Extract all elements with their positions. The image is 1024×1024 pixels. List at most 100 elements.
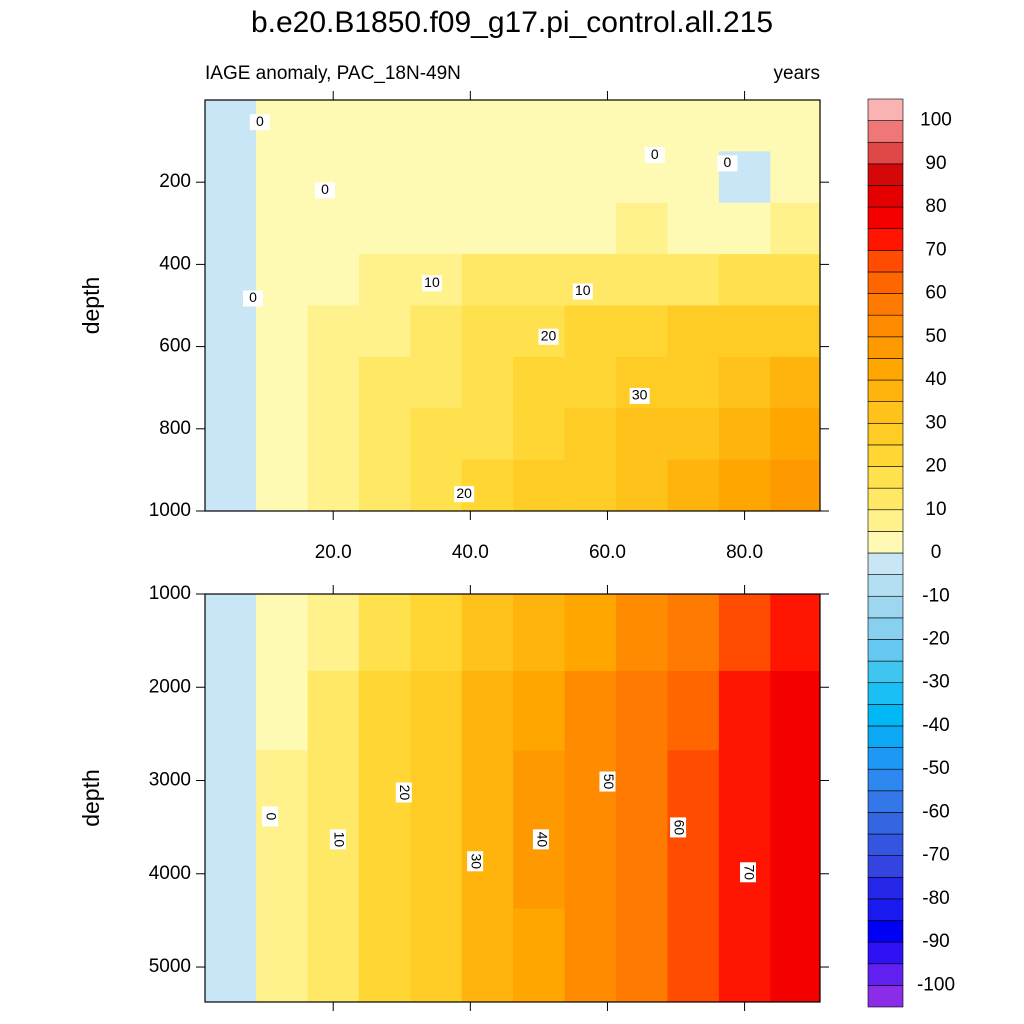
contour-label-bg [242,290,263,307]
field-cell [461,151,514,204]
colorbar-label: -60 [922,801,949,822]
field-cell [770,459,821,512]
field-cell [358,408,411,461]
field-cell [718,356,771,409]
field-cell [667,100,720,152]
field-cell [770,670,821,751]
contour-label: 30 [467,851,484,872]
contour-label-bg [644,147,665,164]
field-cell [616,750,668,830]
colorbar-box [867,704,904,727]
contour-label: 0 [242,289,263,307]
field-cell [770,254,821,306]
field-cell [461,908,514,1003]
field-cell [205,459,257,512]
field-cell [410,829,463,910]
field-cell [307,356,360,409]
field-cell [513,100,566,152]
contour-label-bg [249,114,270,131]
colorbar-box [867,163,904,186]
colorbar-label: -50 [922,758,949,779]
field-cell [410,202,463,255]
contour-label: 50 [599,771,617,792]
colorbar-box [867,552,904,575]
field-cell [718,670,771,751]
colorbar-box [867,768,904,792]
field-cell [718,750,771,830]
field-cell [718,459,771,512]
field-cell [513,594,566,672]
y-tick-label: 200 [159,171,191,192]
contour-label-bg [532,829,549,850]
x-tick-label: 20.0 [315,542,352,563]
contour-label-text: 0 [321,181,329,197]
field-cell [770,202,821,255]
field-cell [616,408,668,461]
colorbar-box [867,531,904,554]
field-cell [564,305,617,358]
x-tick-label: 40.0 [452,542,489,563]
field-cell [718,305,771,358]
field-cell [718,254,771,306]
y-tick-label: 4000 [149,863,191,884]
contour-label-text: 0 [651,146,659,162]
field-cell [513,750,566,830]
colorbar-box [867,682,904,705]
contour-label-bg [314,182,335,199]
field-cell [307,670,360,751]
x-tick-label: 60.0 [589,542,626,563]
field-cell [410,750,463,830]
field-cell [358,670,411,751]
field-cell [667,908,720,1003]
field-cell [513,408,566,461]
field-cell [564,356,617,409]
field-cell [461,202,514,255]
field-cell [770,908,821,1003]
field-cell [770,356,821,409]
field-cell [410,356,463,409]
colorbar-box [867,98,904,121]
field-cell [358,908,411,1003]
field-cell [256,254,308,306]
y-axis-label: depth [78,277,104,335]
field-cell [461,356,514,409]
contour-label: 20 [538,327,559,345]
field-cell [205,100,257,152]
y-tick-label: 1000 [149,583,191,604]
colorbar-box [867,185,904,208]
field-cell [358,459,411,512]
colorbar-label: 30 [925,412,946,433]
field-cell [307,202,360,255]
colorbar-box [867,963,904,986]
field-cell [770,750,821,830]
field-cell [616,202,668,255]
field-cell [205,305,257,358]
field-cell [461,594,514,672]
colorbar-box [867,747,904,770]
plot-frame [204,99,821,512]
colorbar-box [867,206,904,230]
field-cell [205,356,257,409]
colorbar-box [867,725,904,748]
field-cell [616,670,668,751]
colorbar-box [867,941,904,965]
contour-label: 0 [314,181,335,199]
colorbar-box [867,401,904,424]
field-cell [667,750,720,830]
field-cell [256,356,308,409]
field-cell [564,202,617,255]
field-cell [205,670,257,751]
colorbar-box [867,271,904,294]
field-cell [564,594,617,672]
field-cell [256,151,308,204]
colorbar-box [867,466,904,489]
field-cell [718,408,771,461]
contour-label: 30 [629,387,650,404]
colorbar-box [867,314,904,338]
field-cell [616,254,668,306]
field-cell [256,594,308,672]
field-cell [358,829,411,910]
contour-label-bg [599,771,616,792]
field-cell [205,829,257,910]
contour-label-bg [330,829,347,850]
